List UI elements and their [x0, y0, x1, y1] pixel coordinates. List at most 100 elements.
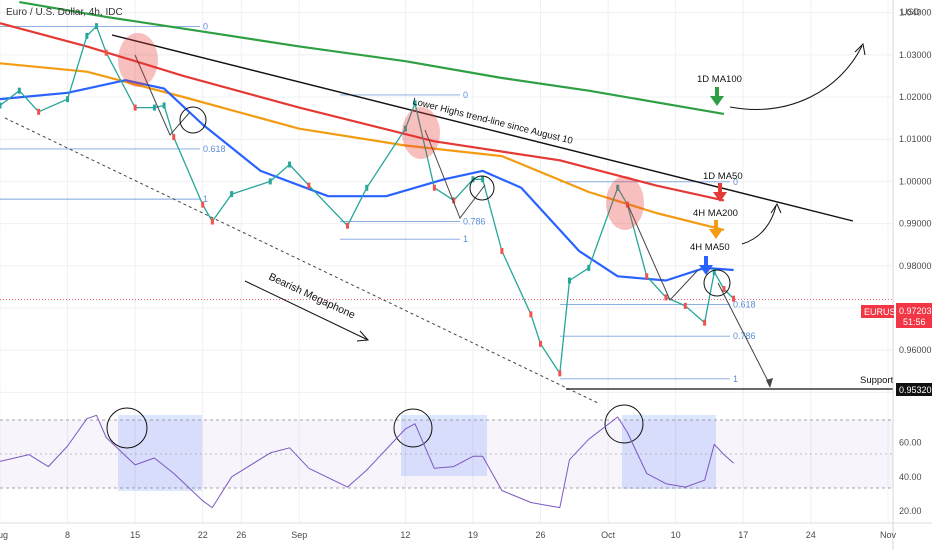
- circle-oct: [703, 269, 731, 297]
- rsi-box-oct: [622, 415, 716, 489]
- fib-level-label: 0.786: [733, 331, 756, 341]
- circle-aug: [179, 106, 207, 134]
- current-price-badge: [896, 303, 932, 328]
- label-1d-ma50: 1D MA50: [703, 171, 743, 182]
- arrow-4h-ma50: [699, 256, 713, 275]
- x-tick-label: 8: [65, 530, 70, 540]
- candle: [104, 49, 108, 56]
- support-badge: [896, 383, 932, 396]
- candle: [201, 201, 205, 208]
- price-series: [0, 23, 893, 377]
- candle: [172, 134, 176, 141]
- candle: [471, 176, 475, 183]
- candle: [732, 295, 736, 302]
- candle: [664, 294, 668, 301]
- rsi-tick-label: 40.00: [899, 472, 922, 482]
- x-tick-label: Sep: [291, 530, 307, 540]
- label-1d-ma100: 1D MA100: [697, 74, 742, 85]
- rsi-series: [0, 414, 734, 509]
- candle: [268, 178, 272, 185]
- x-tick-label: Oct: [601, 530, 616, 540]
- symbol-badge-text: EURUSD: [864, 307, 903, 317]
- curve-arrow-lower: [741, 205, 777, 245]
- candle: [37, 108, 41, 115]
- support-badge-value: 0.95320: [899, 385, 932, 395]
- x-axis-ticks: Aug 8 15 22 26 Sep 12 19 26 Oct 10 17 24 Nov: [0, 530, 896, 540]
- candle: [210, 218, 214, 225]
- x-tick-label: 26: [236, 530, 246, 540]
- pattern-aug: [134, 54, 191, 136]
- candle: [539, 340, 543, 347]
- candle: [17, 87, 21, 94]
- candle: [162, 102, 166, 109]
- x-tick-label: 24: [806, 530, 816, 540]
- price-axis-bg: [893, 0, 932, 550]
- candle: [722, 285, 726, 292]
- curve-arrow-lower-head: [770, 202, 782, 214]
- candle: [0, 102, 2, 109]
- candle: [230, 191, 234, 198]
- x-tick-label: Nov: [880, 530, 897, 540]
- price-tick-label: 0.96000: [899, 345, 932, 355]
- fib-level-label: 0: [733, 177, 738, 187]
- chart-title: Euro / U.S. Dollar, 4h, IDC: [6, 7, 123, 18]
- curve-arrow-upper-head: [854, 42, 866, 56]
- price-tick-label: 1.02000: [899, 92, 932, 102]
- price-tick-label: 1.04000: [899, 8, 932, 18]
- projection-arrowhead: [766, 378, 773, 388]
- candle: [703, 319, 707, 326]
- x-tick-label: 22: [198, 530, 208, 540]
- symbol-badge: [861, 305, 894, 318]
- candle: [345, 222, 349, 229]
- fib-level-label: 0: [203, 22, 208, 32]
- label-megaphone: Bearish Megaphone: [267, 271, 357, 322]
- rsi-axis-ticks: 60.00 40.00 20.00: [899, 438, 922, 516]
- candle: [403, 125, 407, 132]
- curve-arrow-upper: [729, 45, 863, 110]
- pattern-oct: [627, 204, 699, 301]
- projection-down: [717, 282, 771, 386]
- fib-levels: 0 0.618 1 0 0.786 1 0 0.618 0.786 1: [0, 22, 756, 384]
- candle: [645, 273, 649, 280]
- current-price-value: 0.97203: [899, 306, 932, 316]
- countdown-value: 51:56: [903, 317, 926, 327]
- arrow-1d-ma100: [710, 87, 724, 106]
- x-tick-label: 19: [468, 530, 478, 540]
- pattern-sep: [424, 129, 486, 220]
- high-marker-aug: [118, 33, 158, 87]
- candle: [133, 104, 137, 111]
- rsi-circle-oct: [604, 404, 644, 444]
- x-tick-label: 10: [671, 530, 681, 540]
- price-tick-label: 1.03000: [899, 50, 932, 60]
- ma-line-1d-ma50: [0, 22, 725, 202]
- high-marker-oct: [606, 176, 644, 230]
- candle: [500, 248, 504, 255]
- high-marker-sep: [402, 107, 440, 159]
- grid: [0, 0, 893, 523]
- fib-level-label: 1: [733, 374, 738, 384]
- rsi-circle-sep: [393, 408, 433, 448]
- x-tick-label: 17: [738, 530, 748, 540]
- candle: [529, 311, 533, 318]
- candle: [307, 182, 311, 189]
- currency-label: USD: [901, 7, 921, 17]
- fib-level-label: 0.618: [733, 300, 756, 310]
- candle: [558, 370, 562, 377]
- fib-level-label: 0.786: [463, 216, 486, 226]
- price-tick-label: 1.00000: [899, 176, 932, 186]
- megaphone-arrow: [244, 280, 369, 341]
- rsi-tick-label: 20.00: [899, 506, 922, 516]
- x-tick-label: Aug: [0, 530, 8, 540]
- ma-line-1d-ma100: [19, 1, 725, 115]
- megaphone-arrowhead: [356, 330, 370, 342]
- trendline-lower-highs: [111, 34, 854, 222]
- x-tick-label: 15: [130, 530, 140, 540]
- ma-line-4h-ma200: [0, 62, 725, 231]
- support-label: Support: [860, 375, 894, 386]
- label-4h-ma200: 4H MA200: [693, 208, 738, 219]
- candle: [481, 176, 485, 183]
- fib-level-label: 0.618: [203, 144, 226, 154]
- price-line: [0, 25, 735, 375]
- fib-level-label: 1: [463, 234, 468, 244]
- circle-sep: [469, 175, 495, 201]
